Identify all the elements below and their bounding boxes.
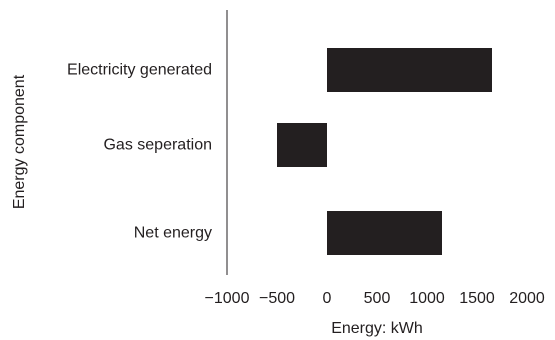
x-axis-title: Energy: kWh [331, 320, 423, 337]
bar-electricity-generated [327, 48, 492, 92]
bar-gas-seperation [277, 123, 327, 167]
bar-net-energy [327, 211, 442, 255]
y-axis-title: Energy component [11, 74, 28, 209]
x-tick-label: −500 [259, 290, 295, 307]
x-tick-label: 500 [364, 290, 391, 307]
x-tick-label: 1000 [409, 290, 445, 307]
x-tick-label: −1000 [205, 290, 250, 307]
category-label-net-energy: Net energy [134, 225, 212, 242]
x-tick-label: 2000 [509, 290, 545, 307]
category-labels: Electricity generated Gas seperation Net e… [67, 62, 212, 242]
x-tick-labels: −1000 −500 0 500 1000 1500 2000 [205, 290, 545, 307]
x-tick-label: 1500 [459, 290, 495, 307]
x-tick-label: 0 [323, 290, 332, 307]
category-label-electricity-generated: Electricity generated [67, 62, 212, 79]
category-label-gas-seperation: Gas seperation [103, 137, 212, 154]
bars-group [277, 48, 492, 255]
